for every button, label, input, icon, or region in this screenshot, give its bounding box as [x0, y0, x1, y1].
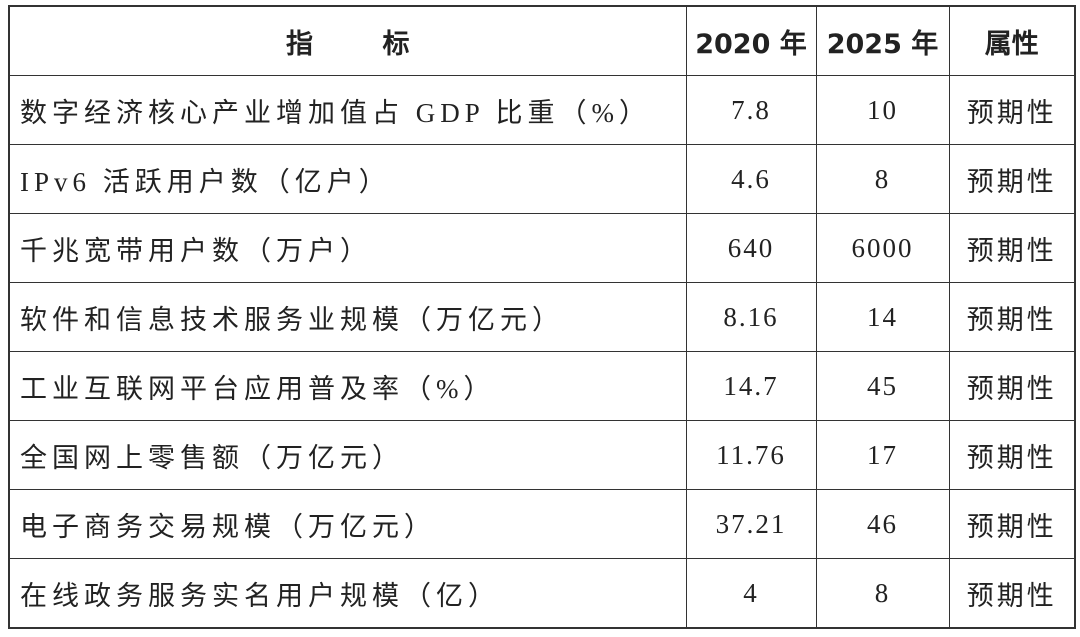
attribute-cell: 预期性	[948, 213, 1076, 283]
indicator-cell: 工业互联网平台应用普及率（%）	[8, 351, 687, 421]
indicator-cell: 电子商务交易规模（万亿元）	[8, 489, 687, 559]
value-cell: 6000	[815, 213, 950, 283]
value-cell: 37.21	[685, 489, 817, 559]
attribute-cell: 预期性	[948, 351, 1076, 421]
indicator-cell: IPv6 活跃用户数（亿户）	[8, 144, 687, 214]
value-cell: 7.8	[685, 75, 817, 145]
table-row: IPv6 活跃用户数（亿户） 4.6 8 预期性	[8, 144, 1076, 214]
header-cell: 属性	[948, 5, 1076, 76]
header-cell: 2020 年	[685, 5, 817, 76]
indicator-cell: 在线政务服务实名用户规模（亿）	[8, 558, 687, 629]
indicator-cell: 数字经济核心产业增加值占 GDP 比重（%）	[8, 75, 687, 145]
value-cell: 4.6	[685, 144, 817, 214]
header-row: 指 标 2020 年 2025 年属性	[8, 5, 1076, 76]
table-row: 数字经济核心产业增加值占 GDP 比重（%） 7.8 10 预期性	[8, 75, 1076, 145]
indicator-table: 指 标 2020 年 2025 年属性 数字经济核心产业增加值占 GDP 比重（%）…	[8, 5, 1076, 629]
table-row: 电子商务交易规模（万亿元） 37.21 46 预期性	[8, 489, 1076, 559]
table-row: 在线政务服务实名用户规模（亿） 4 8 预期性	[8, 558, 1076, 629]
value-cell: 8	[815, 144, 950, 214]
indicator-cell: 千兆宽带用户数（万户）	[8, 213, 687, 283]
table-container: 指 标 2020 年 2025 年属性 数字经济核心产业增加值占 GDP 比重（%）…	[8, 5, 1076, 629]
value-cell: 45	[815, 351, 950, 421]
table-row: 工业互联网平台应用普及率（%） 14.7 45 预期性	[8, 351, 1076, 421]
value-cell: 8.16	[685, 282, 817, 352]
attribute-cell: 预期性	[948, 144, 1076, 214]
header-cell: 2025 年	[815, 5, 950, 76]
attribute-cell: 预期性	[948, 420, 1076, 490]
value-cell: 4	[685, 558, 817, 629]
value-cell: 14	[815, 282, 950, 352]
table-row: 千兆宽带用户数（万户） 640 6000 预期性	[8, 213, 1076, 283]
value-cell: 10	[815, 75, 950, 145]
value-cell: 11.76	[685, 420, 817, 490]
table-row: 软件和信息技术服务业规模（万亿元） 8.16 14 预期性	[8, 282, 1076, 352]
attribute-cell: 预期性	[948, 75, 1076, 145]
value-cell: 17	[815, 420, 950, 490]
attribute-cell: 预期性	[948, 489, 1076, 559]
attribute-cell: 预期性	[948, 282, 1076, 352]
value-cell: 8	[815, 558, 950, 629]
indicator-cell: 软件和信息技术服务业规模（万亿元）	[8, 282, 687, 352]
header-cell: 指 标	[8, 5, 687, 76]
value-cell: 640	[685, 213, 817, 283]
attribute-cell: 预期性	[948, 558, 1076, 629]
value-cell: 14.7	[685, 351, 817, 421]
table-row: 全国网上零售额（万亿元） 11.76 17 预期性	[8, 420, 1076, 490]
indicator-cell: 全国网上零售额（万亿元）	[8, 420, 687, 490]
value-cell: 46	[815, 489, 950, 559]
